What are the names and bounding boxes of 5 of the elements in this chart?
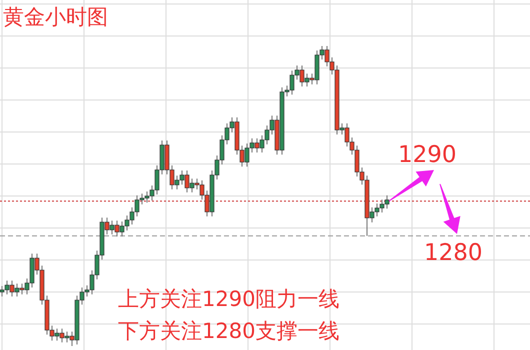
text: 1290 [398, 142, 457, 168]
chart-title: 黄金小时图 [3, 5, 108, 29]
text: 1280 [424, 240, 483, 266]
annotation: 下方关注1280支撑一线 [118, 319, 340, 343]
annotation: 上方关注1290阻力一线 [118, 287, 340, 311]
